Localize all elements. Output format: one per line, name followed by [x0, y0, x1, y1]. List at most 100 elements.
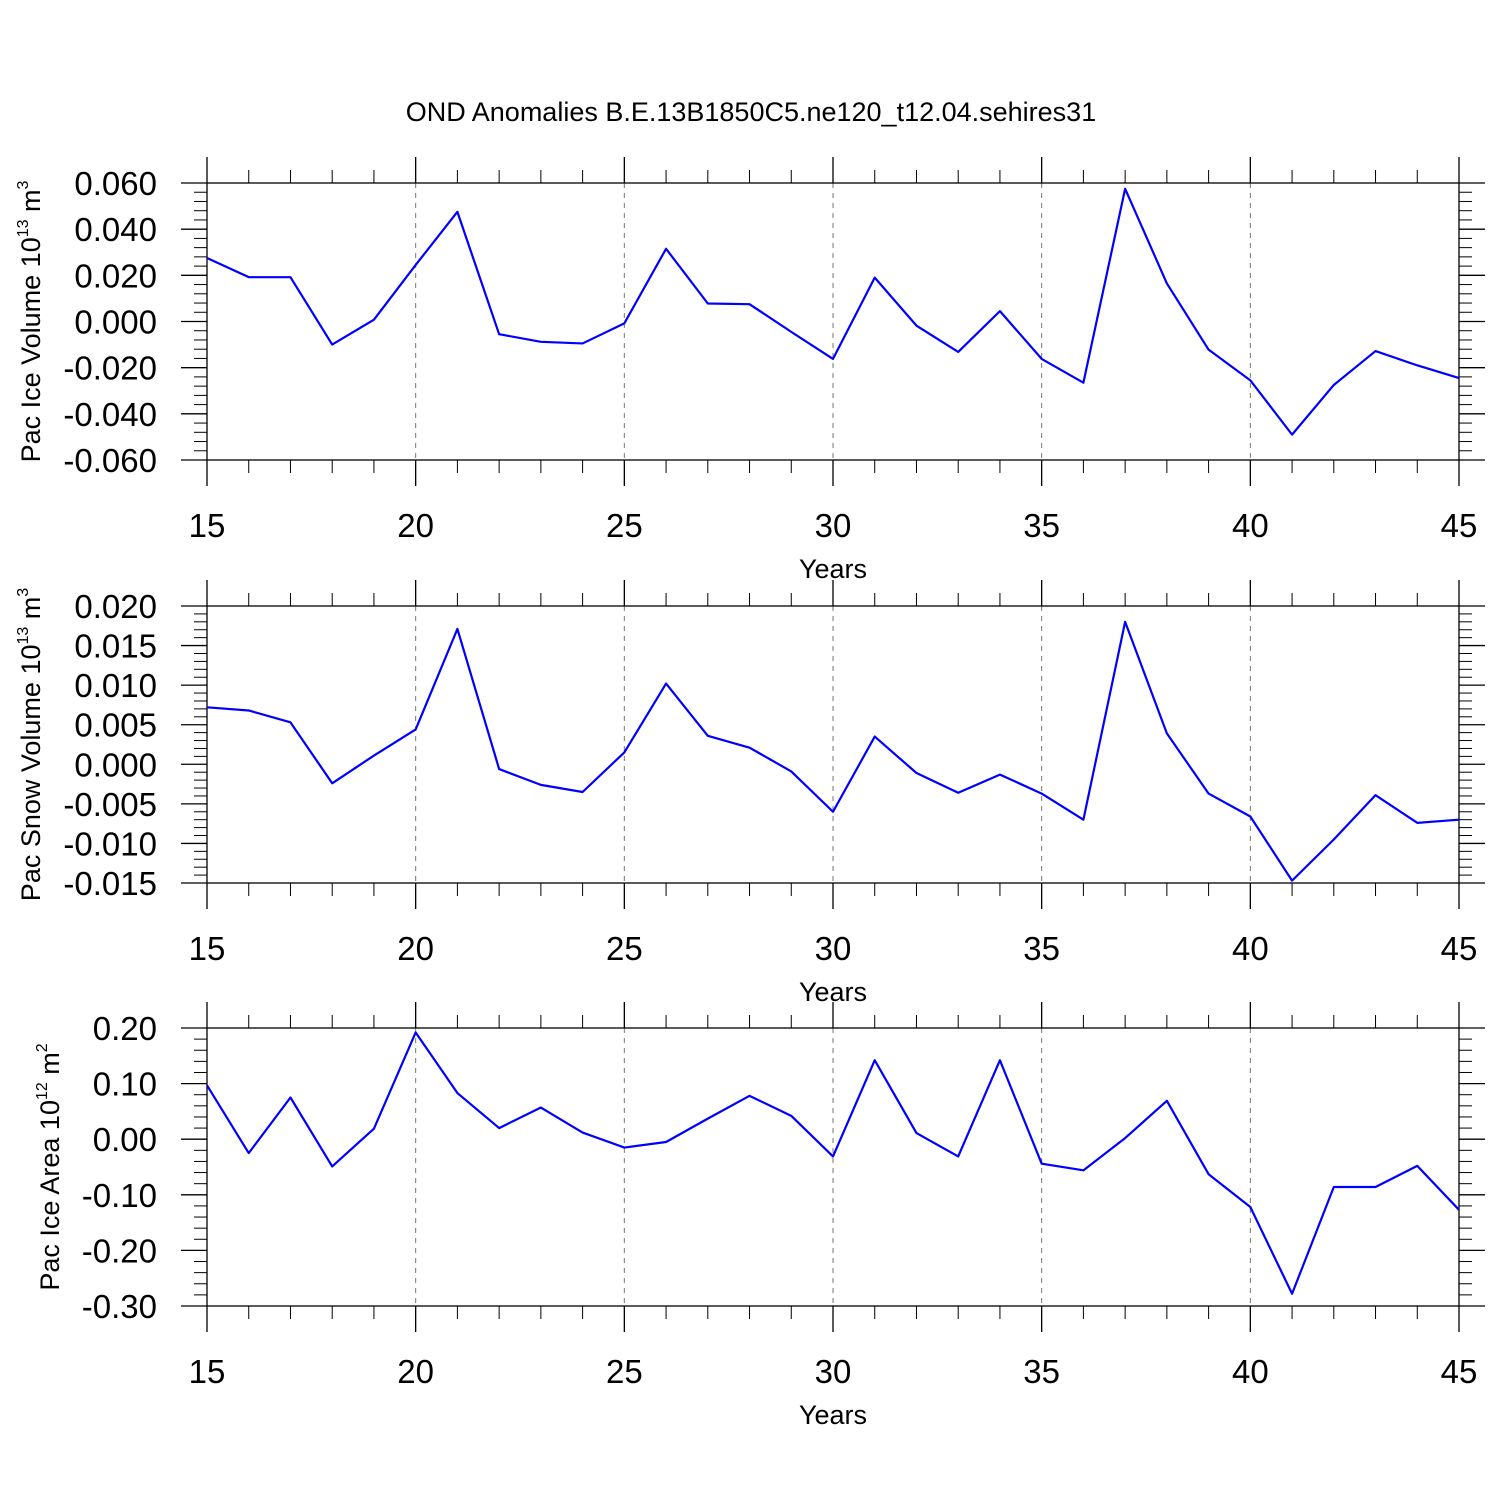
p1-data-point: [1457, 818, 1461, 822]
p0-data-point: [1248, 378, 1252, 382]
p2-ytick-label: 0.20: [93, 1010, 157, 1047]
p1-xtick-label: 45: [1441, 930, 1478, 967]
p1-ytick-label: -0.005: [63, 786, 157, 823]
p1-xtick-label: 25: [606, 930, 643, 967]
p0-data-point: [455, 210, 459, 214]
p2-data-point: [748, 1094, 752, 1098]
p0-data-point: [706, 301, 710, 305]
p1-ytick-label: 0.010: [74, 667, 157, 704]
p1-ytick-label: 0.020: [74, 588, 157, 625]
p1-xtick-label: 30: [815, 930, 852, 967]
p2-data-point: [539, 1106, 543, 1110]
p1-data-point: [330, 781, 334, 785]
p1-data-point: [581, 790, 585, 794]
p2-xtick-label: 35: [1023, 1353, 1060, 1390]
p2-data-point: [1415, 1164, 1419, 1168]
p0-data-point: [1081, 381, 1085, 385]
p0-y-axis-label: Pac Ice Volume 1013 m3: [15, 180, 46, 462]
p0-ytick-label: -0.040: [63, 396, 157, 433]
p1-data-point: [247, 708, 251, 712]
p2-data-point: [1248, 1205, 1252, 1209]
p1-data-point: [455, 627, 459, 631]
p0-xtick-label: 25: [606, 507, 643, 544]
p2-data-point: [622, 1146, 626, 1150]
p1-data-point: [1165, 731, 1169, 735]
p0-data-point: [414, 263, 418, 267]
p2-xtick-label: 40: [1232, 1353, 1269, 1390]
p1-data-point: [956, 791, 960, 795]
p2-data-point: [497, 1126, 501, 1130]
p1-xtick-label: 40: [1232, 930, 1269, 967]
panel-ice-area: 15 20 25 30 35 40 45 -0.30 -0.20 -0.10 0.00 0.10 0.2…: [34, 1002, 1485, 1430]
p1-xtick-label: 35: [1023, 930, 1060, 967]
p1-data-point: [789, 769, 793, 773]
p1-data-point: [1123, 620, 1127, 624]
p2-data-point: [372, 1127, 376, 1131]
p1-data-point: [1207, 792, 1211, 796]
p2-data-point: [1332, 1185, 1336, 1189]
p2-series-line: [206, 1031, 1460, 1295]
p2-data-point: [1040, 1162, 1044, 1166]
p2-data-point: [706, 1117, 710, 1121]
p0-data-point: [748, 302, 752, 306]
p1-data-point: [205, 705, 209, 709]
p0-data-point: [789, 330, 793, 334]
p0-data-point: [1374, 349, 1378, 353]
p1-data-point: [1332, 837, 1336, 841]
p1-data-point: [1248, 815, 1252, 819]
p1-data-point: [288, 720, 292, 724]
p2-data-point: [664, 1140, 668, 1144]
p2-data-point: [581, 1131, 585, 1135]
p1-data-point: [414, 727, 418, 731]
p1-data-point: [664, 682, 668, 686]
p0-xtick-label: 15: [189, 507, 226, 544]
p0-ytick-label: 0.060: [74, 165, 157, 202]
p2-data-point: [247, 1151, 251, 1155]
p2-data-point: [455, 1091, 459, 1095]
p1-data-point: [998, 773, 1002, 777]
p2-ytick-label: 0.00: [93, 1121, 157, 1158]
p1-data-point: [1374, 793, 1378, 797]
p0-data-point: [914, 324, 918, 328]
p2-data-point: [205, 1083, 209, 1087]
p2-ytick-label: -0.10: [82, 1177, 157, 1214]
p0-data-point: [247, 275, 251, 279]
p2-data-point: [831, 1154, 835, 1158]
p2-data-point: [998, 1058, 1002, 1062]
p0-data-point: [1457, 376, 1461, 380]
p1-data-point: [914, 771, 918, 775]
p1-data-point: [831, 810, 835, 814]
p0-x-axis-label: Years: [799, 554, 867, 584]
p1-xtick-label: 15: [189, 930, 226, 967]
panel-ice-volume: 15 20 25 30 35 40 45 -0.060 -0.040 -0.020 0.000 0.0…: [15, 157, 1485, 584]
p2-data-point: [330, 1164, 334, 1168]
p2-data-point: [1290, 1292, 1294, 1296]
p0-data-point: [622, 321, 626, 325]
p0-data-point: [1165, 281, 1169, 285]
p0-ytick-label: 0.040: [74, 211, 157, 248]
p1-ytick-label: 0.005: [74, 707, 157, 744]
p2-data-point: [1123, 1136, 1127, 1140]
p0-data-point: [956, 350, 960, 354]
p0-data-point: [1040, 357, 1044, 361]
p1-data-point: [372, 754, 376, 758]
chart-title: OND Anomalies B.E.13B1850C5.ne120_t12.04…: [406, 97, 1096, 127]
p1-series-line: [206, 620, 1460, 882]
p0-data-point: [330, 343, 334, 347]
p0-data-point: [539, 340, 543, 344]
p1-data-point: [873, 735, 877, 739]
p0-data-point: [831, 357, 835, 361]
p2-xtick-label: 25: [606, 1353, 643, 1390]
p0-series-line: [206, 187, 1460, 436]
p0-xtick-label: 45: [1441, 507, 1478, 544]
p2-ytick-label: -0.30: [82, 1288, 157, 1325]
p1-ytick-label: 0.015: [74, 628, 157, 665]
p1-ytick-label: -0.015: [63, 865, 157, 902]
p2-ytick-label: -0.20: [82, 1232, 157, 1269]
p2-xtick-label: 15: [189, 1353, 226, 1390]
p0-data-point: [873, 276, 877, 280]
p0-ytick-label: 0.020: [74, 257, 157, 294]
p0-xtick-label: 20: [397, 507, 434, 544]
p0-data-point: [998, 309, 1002, 313]
